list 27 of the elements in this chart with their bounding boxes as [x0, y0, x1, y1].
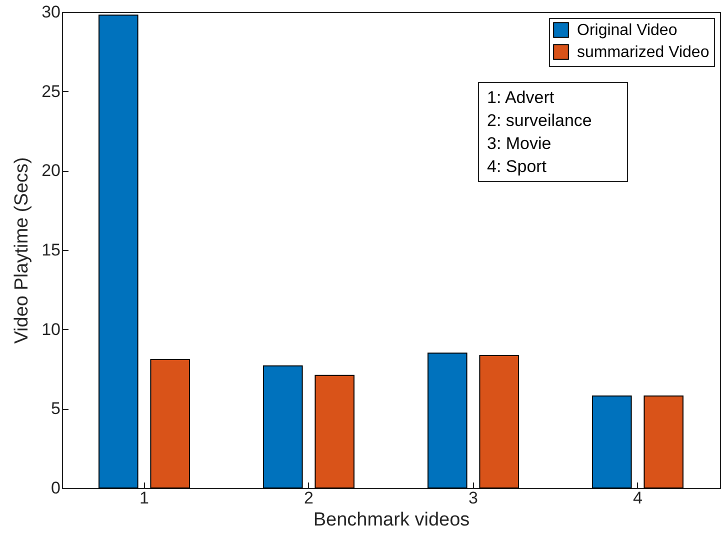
annotation: 3: Movie [487, 133, 552, 155]
y-tick-label: 30 [42, 2, 60, 22]
bar [428, 352, 468, 488]
bar [263, 365, 303, 488]
x-tick-label: 3 [468, 488, 478, 508]
y-tick-label: 10 [42, 320, 60, 339]
y-tick-label: 15 [42, 240, 60, 260]
x-tick-label: 1 [140, 488, 149, 508]
y-tick-label: 20 [42, 161, 60, 180]
x-tick-label: 2 [304, 488, 314, 508]
bar [592, 395, 632, 488]
y-tick-label: 0 [51, 478, 60, 498]
y-tick-label: 5 [51, 399, 60, 418]
bar [479, 355, 519, 488]
bar [314, 374, 354, 488]
bar [644, 395, 684, 488]
annotation: 1: Advert [487, 87, 556, 109]
x-axis-title: Benchmark videos [313, 510, 470, 530]
bar [98, 14, 138, 488]
x-tick-label: 4 [633, 488, 642, 508]
annotation: 4: Sport [487, 156, 548, 178]
bar [150, 358, 190, 488]
y-axis-title: Video Playtime (Secs) [12, 157, 33, 344]
legend-label: Original Video [577, 22, 678, 39]
legend-label: summarized Video [577, 44, 710, 61]
y-tick-label: 25 [42, 82, 60, 101]
annotation: 2: surveilance [487, 110, 593, 132]
